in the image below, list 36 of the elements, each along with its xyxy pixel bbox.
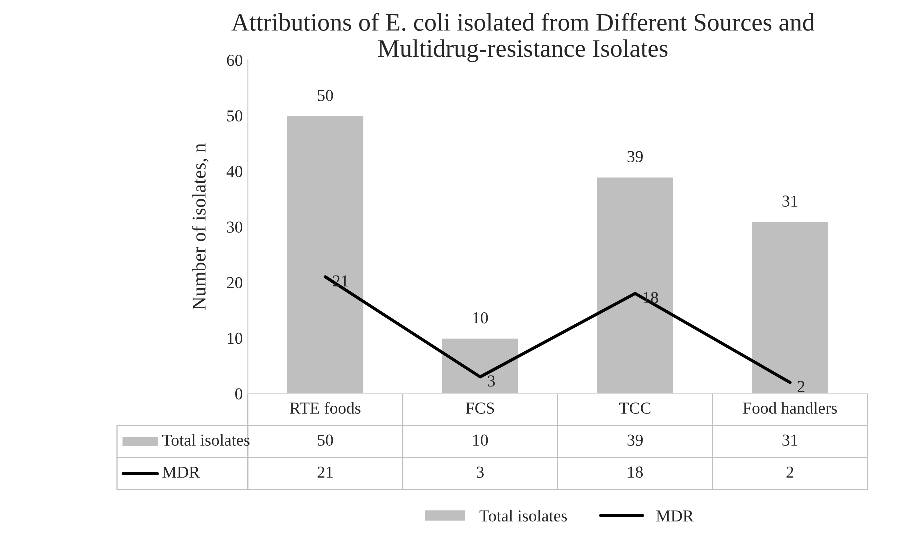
annotation: 21 — [333, 276, 348, 287]
annotation: 50 — [318, 90, 334, 102]
y-axis-title: Number of isolates, n — [192, 144, 209, 310]
legend-label: MDR — [656, 510, 694, 522]
annotation: 2 — [798, 381, 805, 392]
data-label: 21 — [318, 466, 333, 478]
data-label: 3 — [477, 466, 484, 478]
y-tick-label: 20 — [227, 277, 243, 289]
annotation: 31 — [782, 196, 798, 207]
y-tick-label: 30 — [227, 222, 243, 233]
text: MDR — [162, 466, 200, 478]
data-label: 18 — [628, 466, 644, 478]
bar — [441, 338, 520, 394]
bar — [286, 115, 365, 394]
y-tick-label: 50 — [227, 110, 243, 122]
y-tick-label: 10 — [228, 332, 243, 344]
legend-label: Total isolates — [162, 434, 250, 446]
y-tick-label: 60 — [227, 54, 243, 66]
annotation: 18 — [644, 292, 658, 304]
x-tick-label: Food handlers — [743, 402, 838, 414]
annotation: 39 — [628, 151, 643, 163]
data-label: 10 — [474, 434, 488, 446]
data-label: 50 — [318, 434, 334, 446]
annotation: 10 — [474, 312, 488, 324]
data-label: 2 — [786, 466, 794, 478]
bar — [596, 176, 675, 394]
text: Total isolates — [480, 510, 568, 522]
y-tick-label: 40 — [226, 166, 243, 178]
x-tick-label: FCS — [466, 402, 494, 414]
data-label: 31 — [782, 434, 798, 446]
data-label: 39 — [628, 434, 643, 446]
annotation: 3 — [488, 376, 496, 387]
bar — [750, 220, 830, 394]
x-tick-label: RTE foods — [290, 402, 361, 414]
y-tick-label: 0 — [235, 388, 243, 400]
x-tick-label: TCC — [619, 402, 651, 414]
